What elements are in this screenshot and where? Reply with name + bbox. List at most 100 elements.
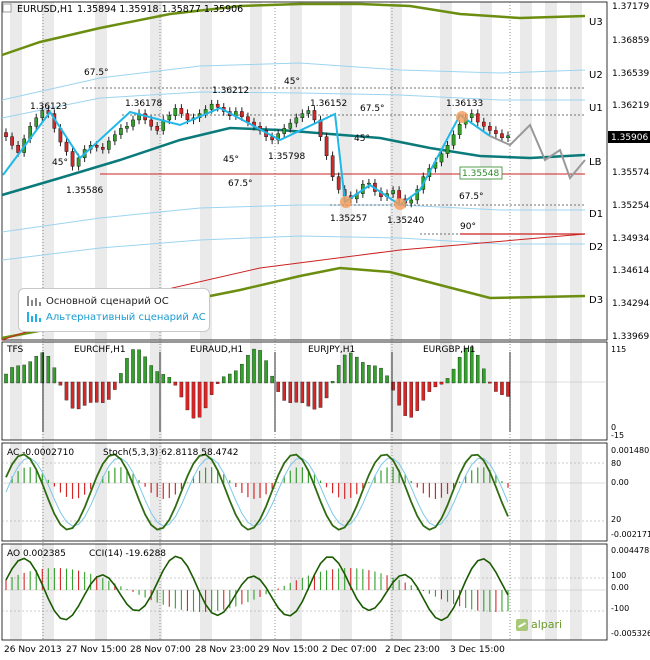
- ao-axis-tick: 0.00: [611, 583, 629, 592]
- tfs-bar: [70, 381, 75, 409]
- session-band: [150, 342, 162, 440]
- ao-axis: 0.004478 100 0.00 -100 -0.005326: [611, 546, 650, 638]
- tfs-pair-label: EURCHF,H1: [74, 345, 126, 355]
- session-band: [95, 342, 107, 440]
- price-tick: 1.36539: [612, 69, 649, 79]
- session-band: [150, 544, 162, 640]
- session-band: [95, 2, 107, 340]
- candle-body: [488, 126, 492, 131]
- candle-body: [215, 103, 220, 108]
- session-band: [520, 443, 532, 541]
- tfs-bar: [58, 381, 63, 386]
- time-tick: 28 Nov 07:00: [130, 645, 191, 655]
- alt-scenario-line: [2, 106, 491, 207]
- sub-panels: [2, 346, 607, 622]
- candle-body: [324, 136, 329, 156]
- u1-line: [1, 91, 585, 119]
- tfs-bar: [264, 360, 268, 384]
- ac-axis: 0.001480 80 0.00 20 -0.002171: [611, 446, 650, 539]
- tfs-axis-tick: 0: [611, 423, 616, 432]
- tfs-bar: [463, 347, 468, 384]
- tfs-bar: [64, 381, 69, 401]
- price-tick: 1.35254: [612, 201, 649, 211]
- tfs-bar: [276, 381, 280, 392]
- tfs-axis-tick: 115: [611, 345, 626, 354]
- price-tick: 1.35574: [612, 168, 649, 178]
- time-tick: 3 Dec 15:00: [450, 645, 505, 655]
- level-label-d1: D1: [589, 209, 603, 220]
- panel-frame: [1, 1, 608, 341]
- legend-main-row: Основной сценарий OC: [27, 295, 169, 309]
- session-band: [480, 443, 492, 541]
- candle-body: [70, 151, 75, 167]
- candle-body: [397, 190, 401, 200]
- price-tick: 1.36219: [612, 101, 649, 111]
- candle-body: [294, 117, 299, 124]
- candle-body: [173, 108, 178, 116]
- tfs-bar: [4, 373, 8, 384]
- tfs-bar: [34, 355, 38, 384]
- tfs-bar: [367, 365, 371, 384]
- tfs-bar: [82, 381, 87, 406]
- scenario-lines: [2, 106, 586, 210]
- tfs-bar: [228, 373, 232, 384]
- tfs-bar: [258, 350, 262, 384]
- time-tick: 2 Dec 23:00: [385, 645, 440, 655]
- price-axis: 1.37179 1.36859 1.36539 1.36219 1.35574 …: [612, 2, 649, 342]
- ao-label: AO 0.002385: [7, 549, 66, 559]
- tfs-bar: [234, 370, 238, 384]
- level-label-lb: LB: [589, 157, 602, 168]
- tfs-bar: [342, 354, 347, 384]
- ao-axis-tick: 100: [611, 571, 626, 580]
- candle-body: [469, 113, 474, 119]
- current-price-box: [608, 131, 650, 143]
- tfs-bar: [143, 356, 147, 384]
- session-band: [570, 342, 582, 440]
- candle-body: [4, 132, 8, 137]
- session-band: [390, 2, 402, 340]
- tfs-bar: [385, 375, 389, 384]
- candle-body: [409, 199, 414, 204]
- tfs-bar: [457, 357, 462, 384]
- boxed-label-frame: [459, 166, 503, 180]
- tfs-bar: [101, 381, 105, 403]
- session-band: [200, 2, 212, 340]
- session-band: [10, 443, 22, 541]
- tfs-bar: [415, 381, 420, 411]
- legend-bars-icon: [27, 312, 43, 322]
- angle-label: 67.5°: [360, 104, 385, 114]
- session-band: [150, 2, 162, 340]
- tfs-bar: [185, 381, 190, 411]
- swing-label: 1.36178: [125, 99, 162, 109]
- price-tick: 1.37179: [612, 2, 649, 12]
- collapse-icon[interactable]: [2, 3, 12, 13]
- cci-label: CCI(14) -19.6288: [89, 549, 166, 559]
- time-tick: 2 Dec 07:00: [322, 645, 377, 655]
- tfs-bar: [336, 365, 341, 384]
- candle-body: [185, 113, 190, 121]
- tfs-bar: [240, 363, 244, 384]
- panel-frame: [1, 543, 608, 641]
- candle-body: [179, 108, 184, 114]
- price-tick: 1.33969: [612, 332, 649, 342]
- price-tick: 1.34614: [612, 266, 649, 276]
- session-band: [545, 544, 557, 640]
- session-band: [42, 342, 54, 440]
- candle-body: [288, 122, 293, 129]
- candle-body: [40, 110, 45, 119]
- level-label-d3: D3: [589, 295, 603, 306]
- time-axis: 26 Nov 2013 27 Nov 15:00 28 Nov 07:00 28…: [4, 645, 505, 655]
- tfs-bar: [361, 362, 365, 384]
- u3-band: [1, 2, 586, 57]
- candle-body: [125, 126, 129, 129]
- ac-axis-tick: 0.00: [611, 478, 629, 487]
- session-band: [340, 443, 352, 541]
- candle-body: [240, 111, 244, 117]
- swing-label: 1.35586: [66, 186, 103, 196]
- tfs-bar: [379, 367, 383, 384]
- angle-label: 45°: [223, 155, 239, 165]
- stoch-main-line: [5, 453, 509, 531]
- tfs-bar: [149, 365, 153, 384]
- alpari-logo-icon: [516, 619, 528, 631]
- candle-body: [482, 121, 486, 127]
